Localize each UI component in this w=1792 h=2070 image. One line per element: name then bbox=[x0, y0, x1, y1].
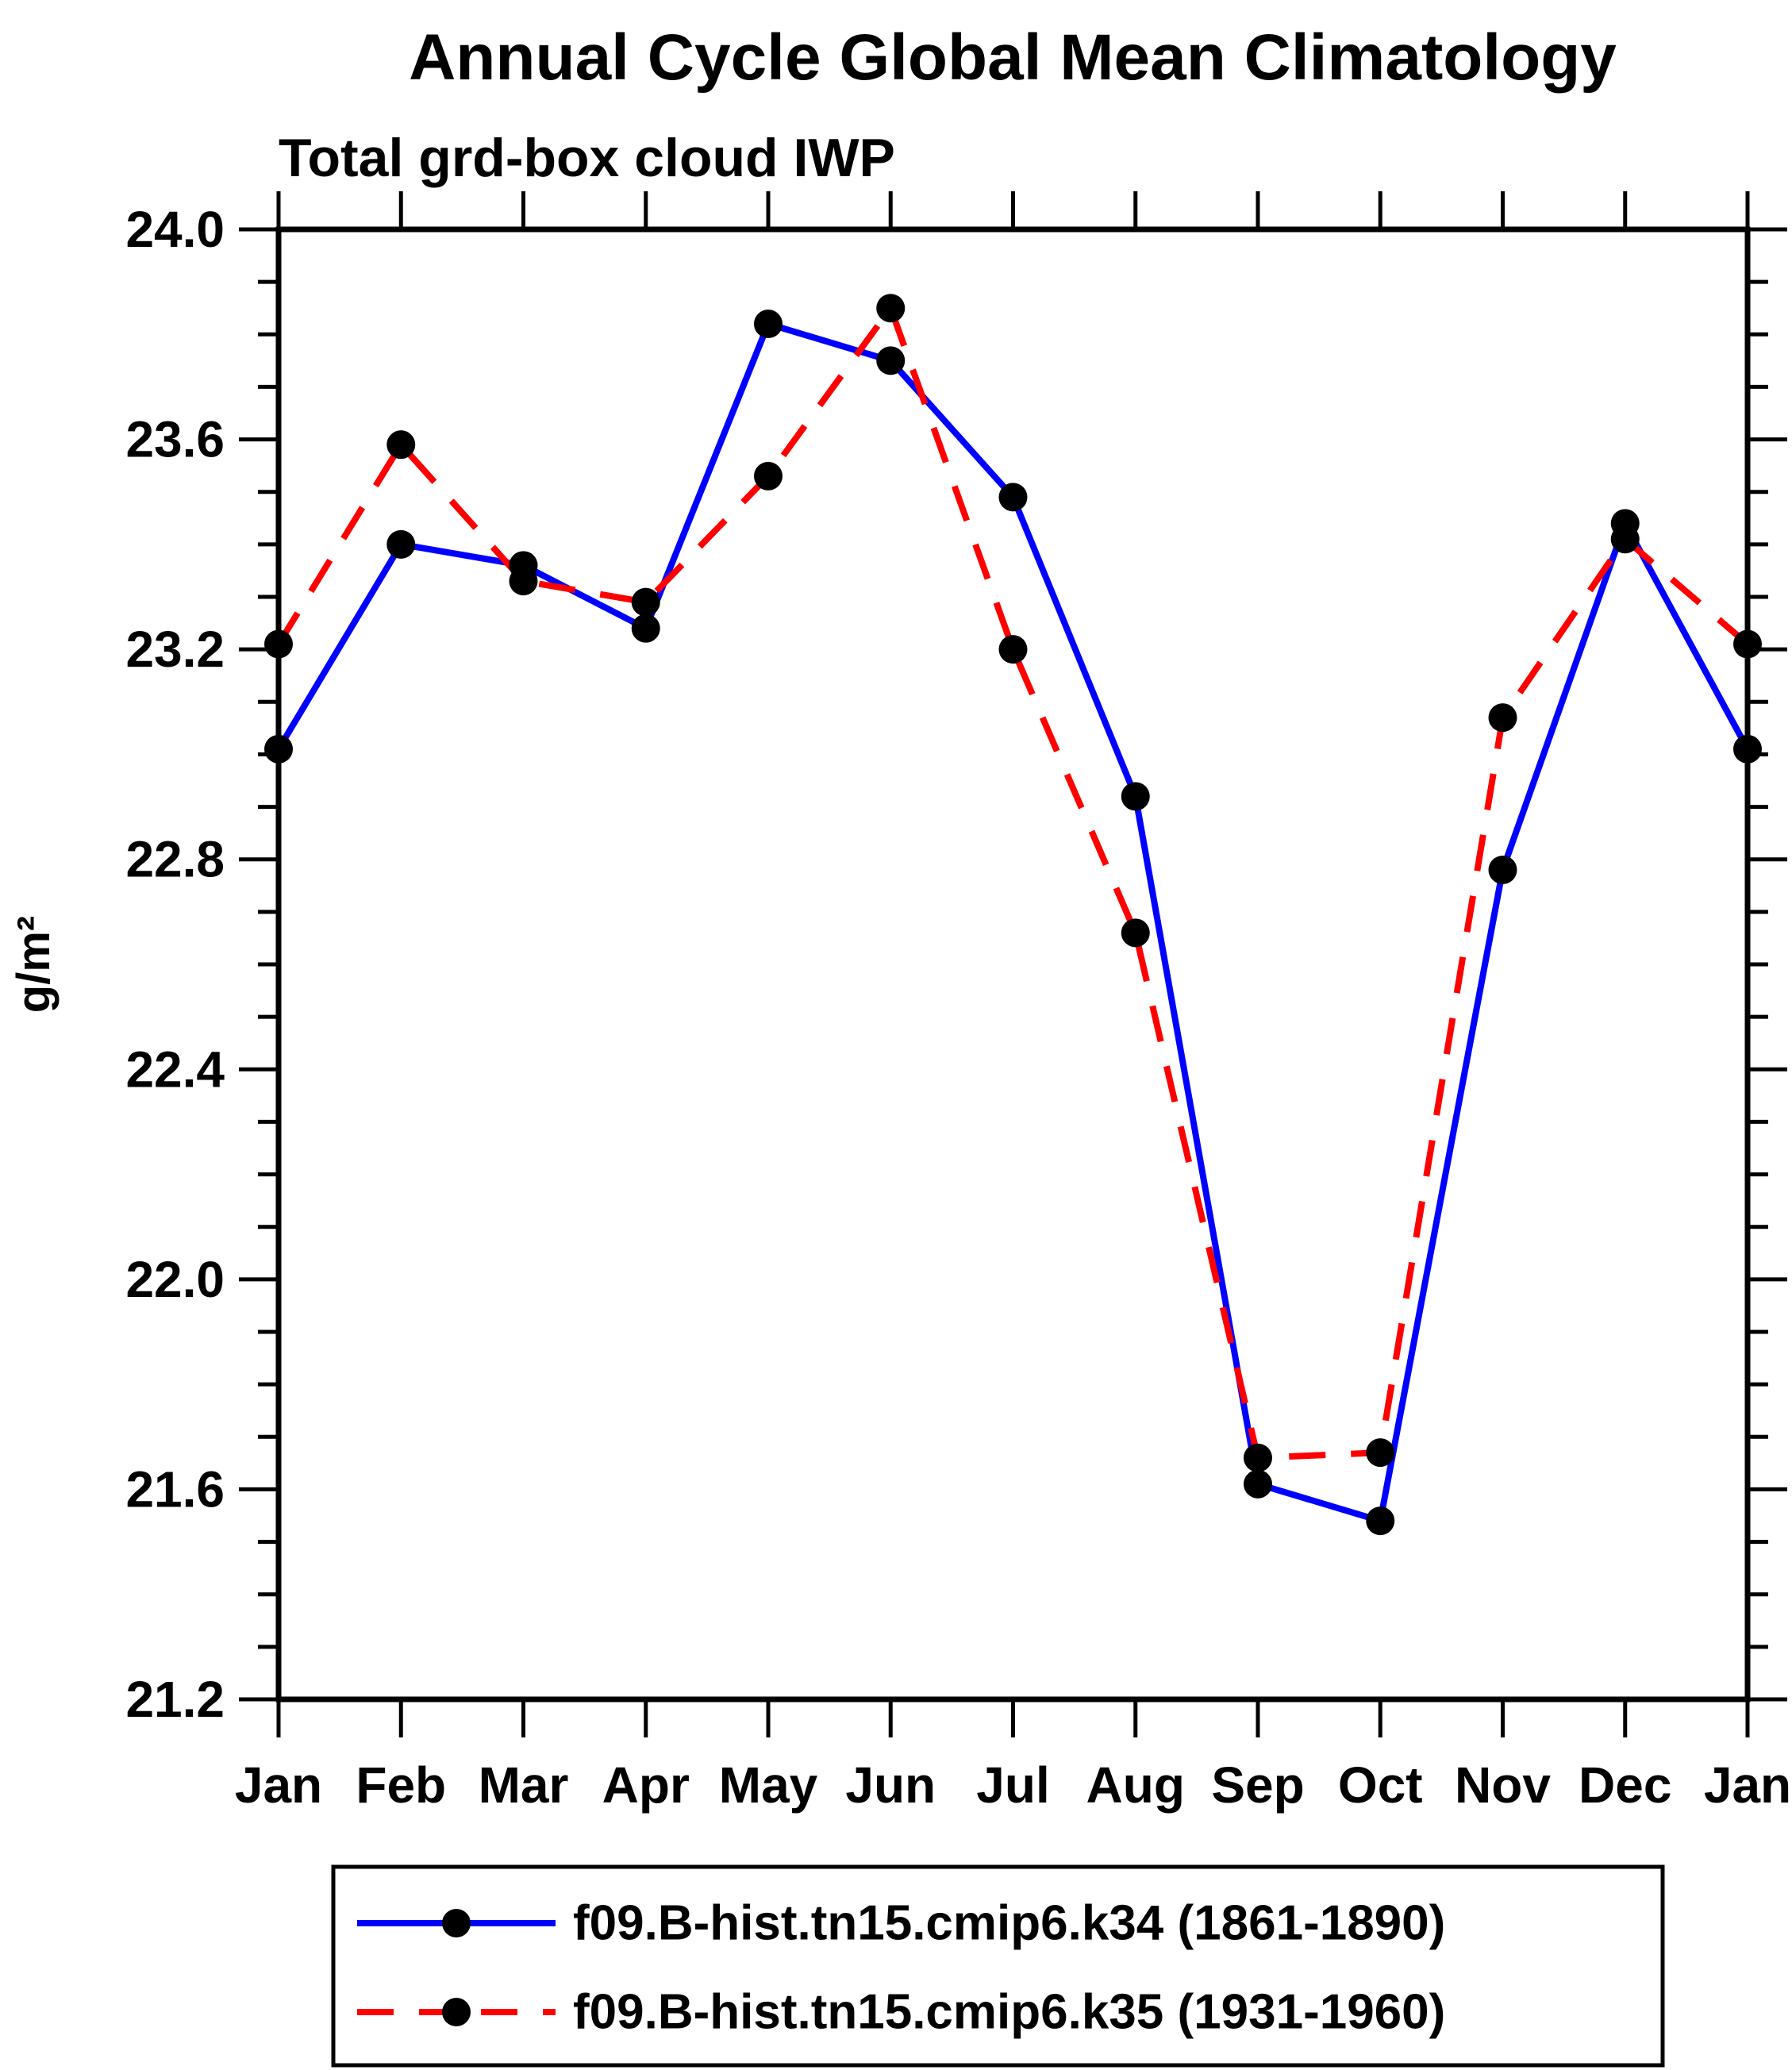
x-axis-tick-label: Nov bbox=[1455, 1756, 1551, 1814]
data-point-series0 bbox=[754, 310, 783, 339]
chart-subtitle: Total grd-box cloud IWP bbox=[279, 128, 895, 188]
legend-box bbox=[331, 1864, 1665, 2068]
legend-label-series1: f09.B-hist.tn15.cmip6.k34 (1861-1890) bbox=[573, 1896, 1445, 1951]
x-axis-tick-label: Jul bbox=[976, 1756, 1049, 1814]
x-axis-tick-label: Jan bbox=[1704, 1756, 1791, 1814]
y-axis-tick-label: 24.0 bbox=[125, 201, 225, 258]
data-point-series1 bbox=[1488, 703, 1517, 733]
data-point-series1 bbox=[1610, 525, 1640, 554]
data-point-series0 bbox=[1121, 782, 1150, 811]
chart-title: Annual Cycle Global Mean Climatology bbox=[409, 21, 1617, 94]
y-axis-tick-label: 22.0 bbox=[125, 1251, 225, 1308]
data-point-series1 bbox=[998, 635, 1028, 664]
x-axis-tick-label: Sep bbox=[1211, 1756, 1304, 1814]
data-point-series1 bbox=[1733, 629, 1762, 659]
x-axis-tick-label: Jun bbox=[845, 1756, 936, 1814]
data-point-series1 bbox=[754, 461, 783, 491]
data-point-series0 bbox=[631, 614, 660, 643]
y-axis-tick-label: 21.2 bbox=[125, 1671, 225, 1728]
data-point-series0 bbox=[386, 529, 416, 559]
legend-marker-series2-circle-icon bbox=[442, 1998, 471, 2026]
legend: f09.B-hist.tn15.cmip6.k34 (1861-1890) f0… bbox=[331, 1864, 1665, 2068]
y-axis-tick-label: 22.4 bbox=[125, 1041, 225, 1098]
x-axis-tick-label: Jan bbox=[235, 1756, 322, 1814]
data-point-series1 bbox=[631, 587, 660, 617]
x-axis-tick-label: Dec bbox=[1579, 1756, 1671, 1814]
data-point-series0 bbox=[1244, 1469, 1272, 1499]
y-axis-title: g/m² bbox=[8, 916, 60, 1013]
data-point-series1 bbox=[1121, 918, 1150, 948]
data-point-series0 bbox=[1366, 1506, 1395, 1536]
data-point-series1 bbox=[876, 294, 906, 323]
y-axis-tick-label: 22.8 bbox=[125, 831, 225, 888]
plot-frame bbox=[275, 226, 1751, 1703]
data-point-series1 bbox=[1244, 1443, 1272, 1472]
x-axis-tick-label: Aug bbox=[1086, 1756, 1185, 1814]
legend-marker-series1-circle-icon bbox=[442, 1909, 471, 1937]
data-point-series1 bbox=[386, 430, 416, 460]
legend-label-series2: f09.B-hist.tn15.cmip6.k35 (1931-1960) bbox=[573, 1985, 1445, 2040]
data-point-series0 bbox=[876, 346, 906, 375]
data-point-series0 bbox=[264, 734, 293, 764]
y-axis-tick-label: 23.2 bbox=[125, 621, 225, 678]
x-axis-tick-label: Mar bbox=[479, 1756, 569, 1814]
x-axis-tick-label: Feb bbox=[356, 1756, 446, 1814]
series-line-1 bbox=[275, 301, 1750, 1461]
x-axis-tick-label: May bbox=[719, 1756, 818, 1814]
data-point-series1 bbox=[264, 629, 293, 659]
data-point-series0 bbox=[1733, 734, 1762, 764]
data-point-series0 bbox=[1488, 855, 1517, 884]
data-point-series1 bbox=[1366, 1438, 1395, 1468]
data-point-series1 bbox=[509, 567, 538, 596]
y-axis-tick-label: 21.6 bbox=[125, 1460, 225, 1518]
x-axis-tick-label: Apr bbox=[602, 1756, 690, 1814]
y-axis-tick-label: 23.6 bbox=[125, 411, 225, 468]
data-point-series0 bbox=[998, 483, 1028, 512]
x-axis-tick-label: Oct bbox=[1338, 1756, 1423, 1814]
